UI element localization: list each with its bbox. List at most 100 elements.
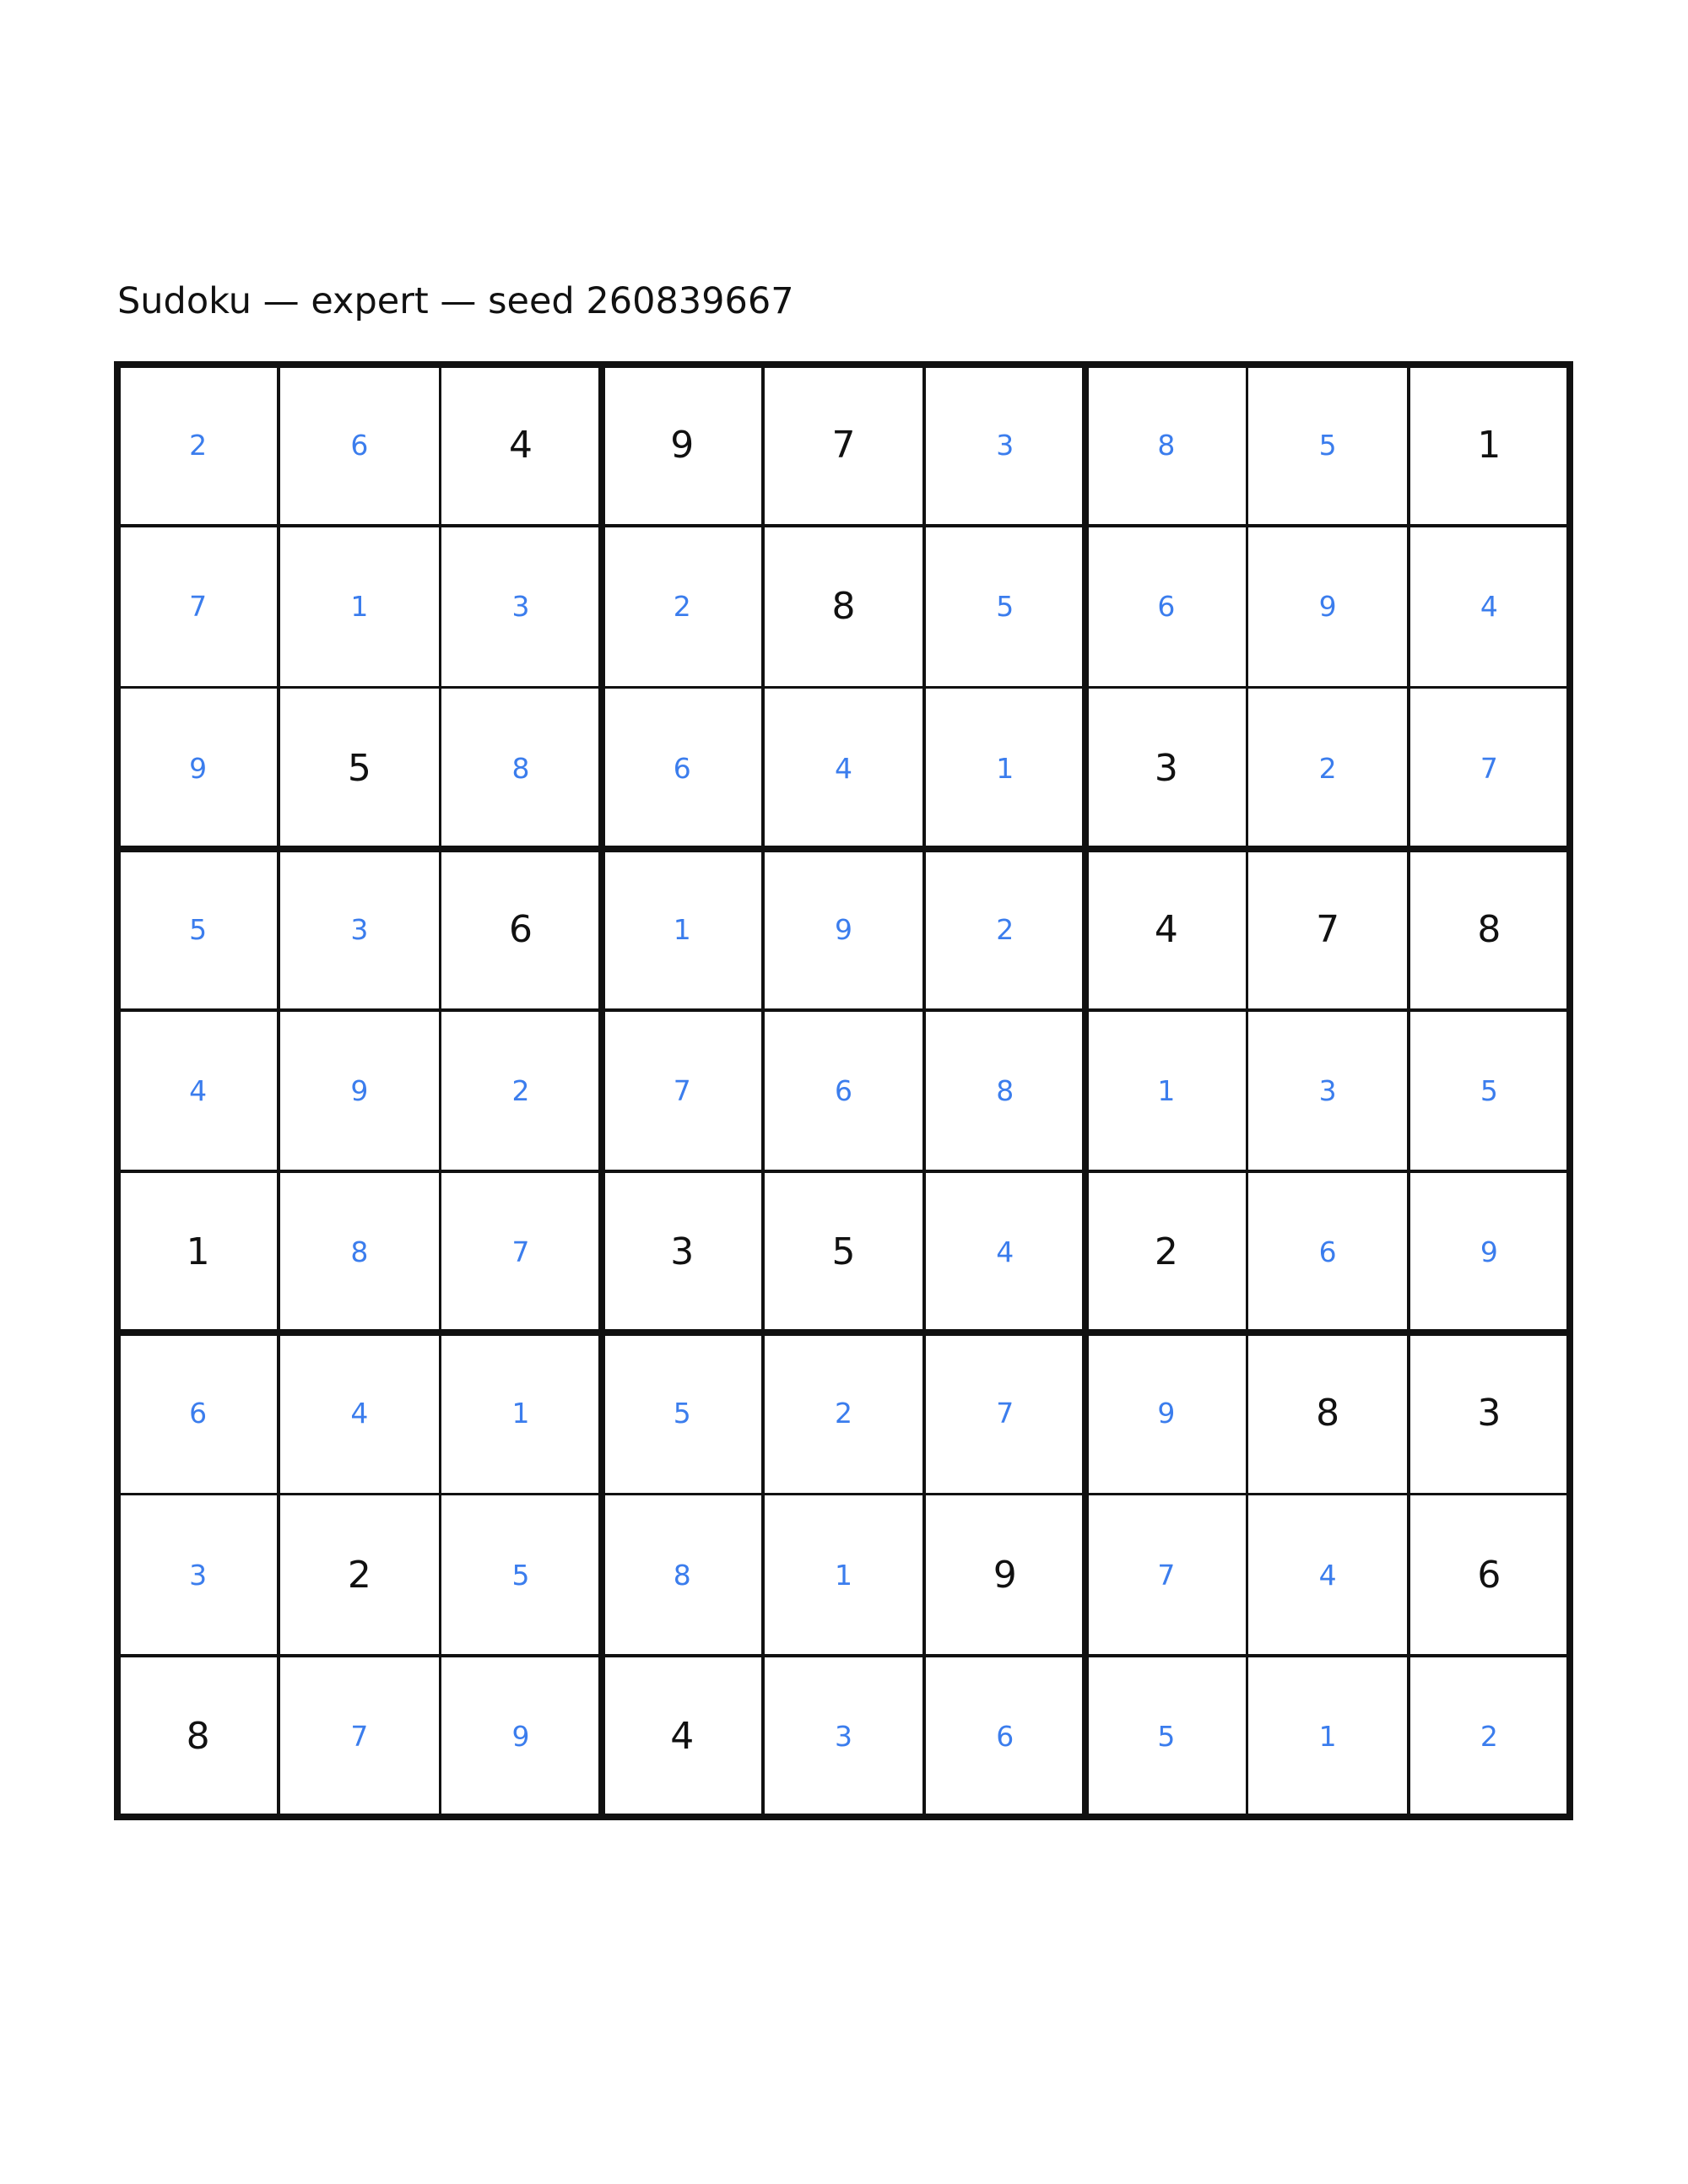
solution-cell[interactable]: 1 (673, 912, 691, 946)
solution-cell[interactable]: 3 (189, 1558, 208, 1592)
solution-cell[interactable]: 2 (673, 590, 691, 624)
box-border-horizontal (114, 361, 1573, 368)
solution-cell[interactable]: 4 (1318, 1558, 1337, 1592)
grid-line-vertical (1407, 361, 1410, 1820)
solution-cell[interactable]: 2 (834, 1397, 852, 1430)
grid-line-vertical (761, 361, 765, 1820)
grid-line-vertical (1245, 361, 1249, 1820)
grid-line-vertical (438, 361, 442, 1820)
grid-line-vertical (277, 361, 280, 1820)
given-cell[interactable]: 4 (670, 1714, 695, 1758)
solution-cell[interactable]: 5 (1157, 1719, 1176, 1753)
solution-cell[interactable]: 9 (1480, 1235, 1498, 1269)
solution-cell[interactable]: 7 (1157, 1558, 1176, 1592)
solution-cell[interactable]: 6 (189, 1397, 208, 1430)
box-border-vertical (114, 361, 121, 1820)
solution-cell[interactable]: 8 (673, 1558, 691, 1592)
solution-cell[interactable]: 3 (1318, 1073, 1337, 1107)
solution-cell[interactable]: 9 (350, 1073, 369, 1107)
grid-line-horizontal (114, 524, 1573, 527)
given-cell[interactable]: 4 (1154, 907, 1178, 951)
given-cell[interactable]: 1 (186, 1230, 210, 1274)
grid-line-horizontal (114, 1654, 1573, 1657)
given-cell[interactable]: 6 (509, 907, 533, 951)
solution-cell[interactable]: 1 (350, 590, 369, 624)
given-cell[interactable]: 8 (186, 1714, 210, 1758)
solution-cell[interactable]: 2 (996, 912, 1014, 946)
solution-cell[interactable]: 6 (673, 751, 691, 785)
solution-cell[interactable]: 4 (189, 1073, 208, 1107)
solution-cell[interactable]: 7 (511, 1235, 530, 1269)
solution-cell[interactable]: 9 (1318, 590, 1337, 624)
solution-cell[interactable]: 3 (996, 429, 1014, 462)
grid-line-vertical (922, 361, 926, 1820)
given-cell[interactable]: 3 (1477, 1392, 1501, 1435)
grid-line-horizontal (114, 1492, 1573, 1496)
solution-cell[interactable]: 9 (834, 912, 852, 946)
given-cell[interactable]: 9 (993, 1553, 1017, 1597)
solution-cell[interactable]: 5 (511, 1558, 530, 1592)
solution-cell[interactable]: 2 (1480, 1719, 1498, 1753)
given-cell[interactable]: 6 (1477, 1553, 1501, 1597)
solution-cell[interactable]: 2 (1318, 751, 1337, 785)
solution-cell[interactable]: 9 (189, 751, 208, 785)
solution-cell[interactable]: 6 (1318, 1235, 1337, 1269)
solution-cell[interactable]: 4 (350, 1397, 369, 1430)
given-cell[interactable]: 5 (347, 746, 371, 790)
solution-cell[interactable]: 6 (834, 1073, 852, 1107)
solution-cell[interactable]: 6 (996, 1719, 1014, 1753)
solution-cell[interactable]: 8 (1157, 429, 1176, 462)
solution-cell[interactable]: 6 (1157, 590, 1176, 624)
given-cell[interactable]: 7 (1316, 907, 1340, 951)
solution-cell[interactable]: 5 (673, 1397, 691, 1430)
given-cell[interactable]: 9 (670, 424, 695, 468)
box-border-vertical (598, 361, 605, 1820)
solution-cell[interactable]: 1 (511, 1397, 530, 1430)
solution-cell[interactable]: 3 (350, 912, 369, 946)
given-cell[interactable]: 7 (831, 424, 856, 468)
solution-cell[interactable]: 1 (1157, 1073, 1176, 1107)
given-cell[interactable]: 8 (1316, 1392, 1340, 1435)
solution-cell[interactable]: 7 (1480, 751, 1498, 785)
solution-cell[interactable]: 9 (511, 1719, 530, 1753)
solution-cell[interactable]: 5 (1318, 429, 1337, 462)
box-border-horizontal (114, 1814, 1573, 1820)
given-cell[interactable]: 1 (1477, 424, 1501, 468)
solution-cell[interactable]: 4 (1480, 590, 1498, 624)
solution-cell[interactable]: 5 (1480, 1073, 1498, 1107)
solution-cell[interactable]: 9 (1157, 1397, 1176, 1430)
solution-cell[interactable]: 7 (350, 1719, 369, 1753)
solution-cell[interactable]: 4 (996, 1235, 1014, 1269)
solution-cell[interactable]: 8 (996, 1073, 1014, 1107)
solution-cell[interactable]: 8 (511, 751, 530, 785)
solution-cell[interactable]: 5 (996, 590, 1014, 624)
solution-cell[interactable]: 4 (834, 751, 852, 785)
puzzle-title: Sudoku — expert — seed 260839667 (117, 280, 794, 322)
solution-cell[interactable]: 1 (834, 1558, 852, 1592)
grid-line-horizontal (114, 1008, 1573, 1012)
solution-cell[interactable]: 7 (996, 1397, 1014, 1430)
solution-cell[interactable]: 7 (189, 590, 208, 624)
solution-cell[interactable]: 8 (350, 1235, 369, 1269)
given-cell[interactable]: 3 (1154, 746, 1178, 790)
given-cell[interactable]: 3 (670, 1230, 695, 1274)
given-cell[interactable]: 5 (831, 1230, 856, 1274)
given-cell[interactable]: 2 (347, 1553, 371, 1597)
solution-cell[interactable]: 2 (511, 1073, 530, 1107)
solution-cell[interactable]: 6 (350, 429, 369, 462)
solution-cell[interactable]: 1 (1318, 1719, 1337, 1753)
solution-cell[interactable]: 2 (189, 429, 208, 462)
given-cell[interactable]: 8 (831, 585, 856, 629)
given-cell[interactable]: 2 (1154, 1230, 1178, 1274)
given-cell[interactable]: 4 (509, 424, 533, 468)
given-cell[interactable]: 8 (1477, 907, 1501, 951)
box-border-horizontal (114, 845, 1573, 852)
solution-cell[interactable]: 3 (834, 1719, 852, 1753)
solution-cell[interactable]: 1 (996, 751, 1014, 785)
grid-line-horizontal (114, 1170, 1573, 1173)
solution-cell[interactable]: 3 (511, 590, 530, 624)
solution-cell[interactable]: 5 (189, 912, 208, 946)
box-border-vertical (1082, 361, 1090, 1820)
solution-cell[interactable]: 7 (673, 1073, 691, 1107)
